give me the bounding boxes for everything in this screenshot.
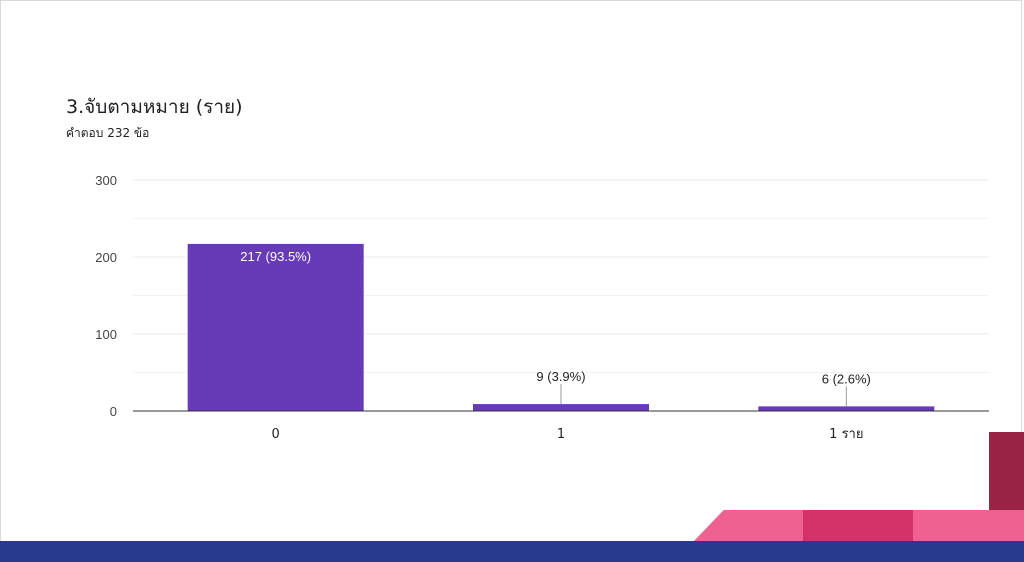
bar — [473, 404, 649, 411]
decorative-bottom-band — [0, 541, 1024, 562]
x-tick-label: 0 — [272, 427, 280, 442]
y-tick-label: 0 — [110, 404, 117, 419]
bar — [758, 406, 935, 411]
x-tick-label: 1 — [557, 427, 565, 442]
data-label: 217 (93.5%) — [240, 249, 311, 264]
y-tick-label: 200 — [95, 250, 117, 265]
data-label: 6 (2.6%) — [822, 371, 871, 386]
decorative-magenta-block — [803, 510, 913, 541]
bar-chart: 0 100 200 300 217 (93.5%) 0 9 (3.9%) 1 6 (2.6%) 1… — [95, 173, 989, 442]
question-title: 3.จับตามหมาย (ราย) — [66, 96, 243, 118]
y-tick-label: 300 — [95, 173, 117, 188]
data-label: 9 (3.9%) — [536, 369, 585, 384]
x-tick-label: 1 ราย — [829, 427, 863, 442]
bar — [187, 243, 364, 411]
response-count: คำตอบ 232 ข้อ — [66, 126, 150, 140]
y-tick-label: 100 — [95, 327, 117, 342]
